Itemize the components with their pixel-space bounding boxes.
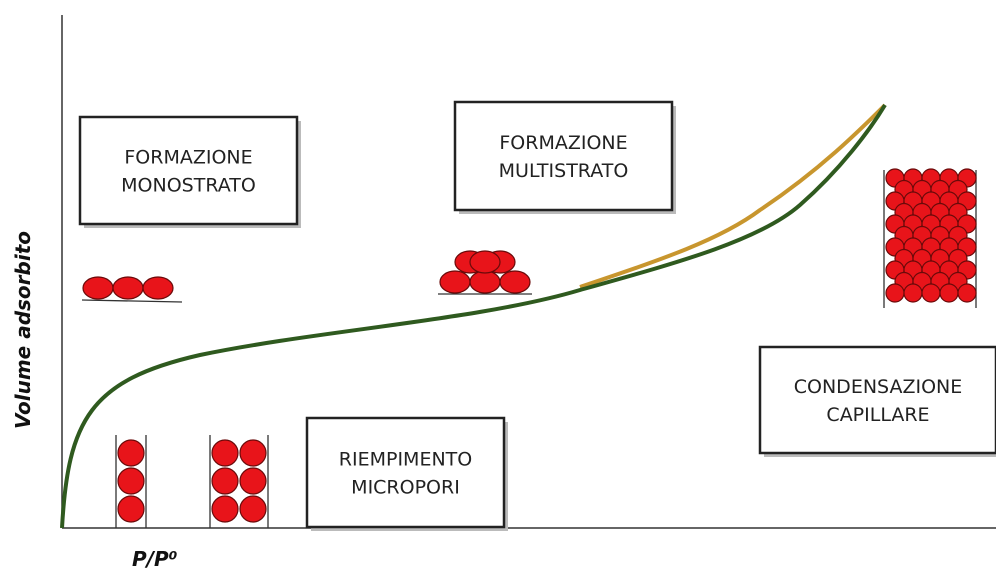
molecule <box>439 270 471 294</box>
surface <box>81 299 183 303</box>
molecule <box>903 283 923 303</box>
molecule <box>921 283 941 303</box>
molecule <box>117 439 145 467</box>
molecule <box>211 439 239 467</box>
molecule <box>239 467 267 495</box>
molecule <box>885 283 905 303</box>
box-label: CONDENSAZIONE <box>794 376 963 398</box>
molecule <box>211 467 239 495</box>
box-label: MONOSTRATO <box>121 175 256 197</box>
molecule <box>499 270 531 294</box>
label-box <box>758 345 996 455</box>
box-label: FORMAZIONE <box>499 132 627 154</box>
molecule <box>117 467 145 495</box>
molecule <box>469 270 501 294</box>
molecule <box>469 250 501 274</box>
box-label: FORMAZIONE <box>124 147 252 169</box>
box-label: RIEMPIMENTO <box>339 449 472 471</box>
label-box <box>78 115 299 226</box>
molecule <box>112 276 144 300</box>
label-box <box>305 416 506 529</box>
molecule <box>142 276 174 300</box>
desorption-curve <box>579 103 887 289</box>
adsorption-curve <box>60 103 887 529</box>
molecule <box>939 283 959 303</box>
box-label: MULTISTRATO <box>499 160 629 182</box>
molecule <box>211 495 239 523</box>
molecule <box>82 276 114 300</box>
x-axis-label: P/P⁰ <box>132 547 178 571</box>
molecule <box>239 439 267 467</box>
box-label: CAPILLARE <box>826 404 929 426</box>
molecule <box>117 495 145 523</box>
molecule <box>957 283 977 303</box>
box-label: MICROPORI <box>351 477 460 499</box>
y-axis-label: Volume adsorbito <box>11 231 35 429</box>
label-box <box>453 100 674 212</box>
molecule <box>239 495 267 523</box>
